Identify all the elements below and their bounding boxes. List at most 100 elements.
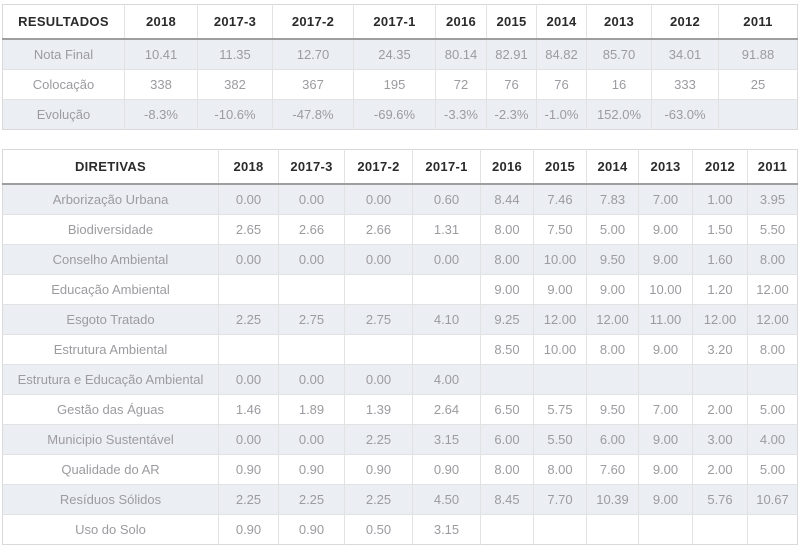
value-cell: 7.70 bbox=[533, 484, 587, 515]
table-row: Estrutura Ambiental 8.50 10.00 8.00 9.00 3.20… bbox=[2, 334, 798, 365]
column-header-2011: 2011 bbox=[718, 4, 798, 40]
value-cell: 2.25 bbox=[344, 484, 413, 515]
value-cell bbox=[344, 334, 413, 365]
value-cell: 7.00 bbox=[638, 184, 693, 215]
row-label: Uso do Solo bbox=[2, 514, 219, 545]
header-row: RESULTADOS 2018 2017-3 2017-2 2017-1 2016 2015… bbox=[2, 4, 798, 40]
value-cell: 0.00 bbox=[218, 424, 279, 455]
value-cell: 8.00 bbox=[747, 244, 798, 275]
value-cell: 9.00 bbox=[638, 484, 693, 515]
value-cell: 9.00 bbox=[586, 274, 639, 305]
value-cell: 1.39 bbox=[344, 394, 413, 425]
value-cell: 7.00 bbox=[638, 394, 693, 425]
value-cell: 9.50 bbox=[586, 244, 639, 275]
value-cell: 80.14 bbox=[435, 39, 487, 70]
value-cell: 11.00 bbox=[638, 304, 693, 335]
value-cell: 9.25 bbox=[480, 304, 534, 335]
row-label: Conselho Ambiental bbox=[2, 244, 219, 275]
value-cell: -47.8% bbox=[272, 99, 354, 130]
value-cell bbox=[533, 364, 587, 395]
value-cell: 25 bbox=[718, 69, 798, 100]
column-header-2017-1: 2017-1 bbox=[412, 149, 481, 185]
column-header-2016: 2016 bbox=[435, 4, 487, 40]
value-cell: 0.50 bbox=[344, 514, 413, 545]
value-cell: 9.00 bbox=[638, 424, 693, 455]
value-cell: 72 bbox=[435, 69, 487, 100]
value-cell: 5.50 bbox=[533, 424, 587, 455]
value-cell: 0.90 bbox=[278, 514, 345, 545]
table-row: Estrutura e Educação Ambiental 0.00 0.00 0.… bbox=[2, 364, 798, 395]
header-row: DIRETIVAS 2018 2017-3 2017-2 2017-1 2016 2015 2… bbox=[2, 149, 798, 185]
value-cell: 7.50 bbox=[533, 214, 587, 245]
value-cell: 8.00 bbox=[586, 334, 639, 365]
value-cell: 16 bbox=[586, 69, 652, 100]
table-row: Educação Ambiental 9.00 9.00 9.00 10.00 1.20 1… bbox=[2, 274, 798, 305]
value-cell: -1.0% bbox=[536, 99, 587, 130]
value-cell: 3.00 bbox=[692, 424, 748, 455]
value-cell: 6.50 bbox=[480, 394, 534, 425]
table-title-header: RESULTADOS bbox=[2, 4, 125, 40]
resultados-body: Nota Final 10.41 11.35 12.70 24.35 80.14 82.91… bbox=[2, 39, 798, 130]
value-cell: 2.25 bbox=[344, 424, 413, 455]
value-cell: 152.0% bbox=[586, 99, 652, 130]
row-label: Colocação bbox=[2, 69, 125, 100]
value-cell: 2.75 bbox=[278, 304, 345, 335]
value-cell: -3.3% bbox=[435, 99, 487, 130]
value-cell: -69.6% bbox=[353, 99, 436, 130]
table-row: Esgoto Tratado 2.25 2.75 2.75 4.10 9.25 12.00 1… bbox=[2, 304, 798, 335]
column-header-2017-2: 2017-2 bbox=[344, 149, 413, 185]
value-cell: 2.66 bbox=[344, 214, 413, 245]
value-cell bbox=[480, 514, 534, 545]
value-cell bbox=[218, 334, 279, 365]
value-cell: 12.00 bbox=[586, 304, 639, 335]
value-cell bbox=[586, 514, 639, 545]
row-label: Resíduos Sólidos bbox=[2, 484, 219, 515]
value-cell: 9.00 bbox=[638, 334, 693, 365]
value-cell: 3.15 bbox=[412, 514, 481, 545]
value-cell: 5.75 bbox=[533, 394, 587, 425]
value-cell: -10.6% bbox=[197, 99, 273, 130]
value-cell: 8.00 bbox=[480, 244, 534, 275]
row-label: Qualidade do AR bbox=[2, 454, 219, 485]
row-label: Arborização Urbana bbox=[2, 184, 219, 215]
value-cell: 333 bbox=[651, 69, 719, 100]
value-cell bbox=[747, 514, 798, 545]
value-cell: 1.50 bbox=[692, 214, 748, 245]
row-label: Biodiversidade bbox=[2, 214, 219, 245]
column-header-2017-3: 2017-3 bbox=[278, 149, 345, 185]
resultados-header: RESULTADOS 2018 2017-3 2017-2 2017-1 2016 2015… bbox=[2, 4, 798, 40]
table-row: Nota Final 10.41 11.35 12.70 24.35 80.14 82.91… bbox=[2, 39, 798, 70]
column-header-2013: 2013 bbox=[586, 4, 652, 40]
value-cell: 195 bbox=[353, 69, 436, 100]
value-cell bbox=[692, 364, 748, 395]
value-cell: 12.70 bbox=[272, 39, 354, 70]
value-cell: 10.00 bbox=[638, 274, 693, 305]
table-row: Gestão das Águas 1.46 1.89 1.39 2.64 6.50 5.75… bbox=[2, 394, 798, 425]
value-cell: 367 bbox=[272, 69, 354, 100]
value-cell: 7.83 bbox=[586, 184, 639, 215]
value-cell: 84.82 bbox=[536, 39, 587, 70]
value-cell bbox=[218, 274, 279, 305]
value-cell bbox=[638, 364, 693, 395]
value-cell: 9.00 bbox=[638, 454, 693, 485]
value-cell: 1.46 bbox=[218, 394, 279, 425]
value-cell: 4.50 bbox=[412, 484, 481, 515]
value-cell: 12.00 bbox=[533, 304, 587, 335]
value-cell bbox=[747, 364, 798, 395]
value-cell: 10.00 bbox=[533, 244, 587, 275]
value-cell bbox=[278, 334, 345, 365]
column-header-2017-3: 2017-3 bbox=[197, 4, 273, 40]
value-cell bbox=[412, 334, 481, 365]
column-header-2015: 2015 bbox=[533, 149, 587, 185]
value-cell bbox=[638, 514, 693, 545]
value-cell: 2.75 bbox=[344, 304, 413, 335]
value-cell: 0.90 bbox=[412, 454, 481, 485]
table-row: Qualidade do AR 0.90 0.90 0.90 0.90 8.00 8.00 7… bbox=[2, 454, 798, 485]
value-cell bbox=[692, 514, 748, 545]
row-label: Esgoto Tratado bbox=[2, 304, 219, 335]
value-cell: 0.90 bbox=[218, 454, 279, 485]
value-cell: 1.31 bbox=[412, 214, 481, 245]
value-cell: 1.89 bbox=[278, 394, 345, 425]
value-cell bbox=[412, 274, 481, 305]
table-row: Arborização Urbana 0.00 0.00 0.00 0.60 8.44 7.… bbox=[2, 184, 798, 215]
